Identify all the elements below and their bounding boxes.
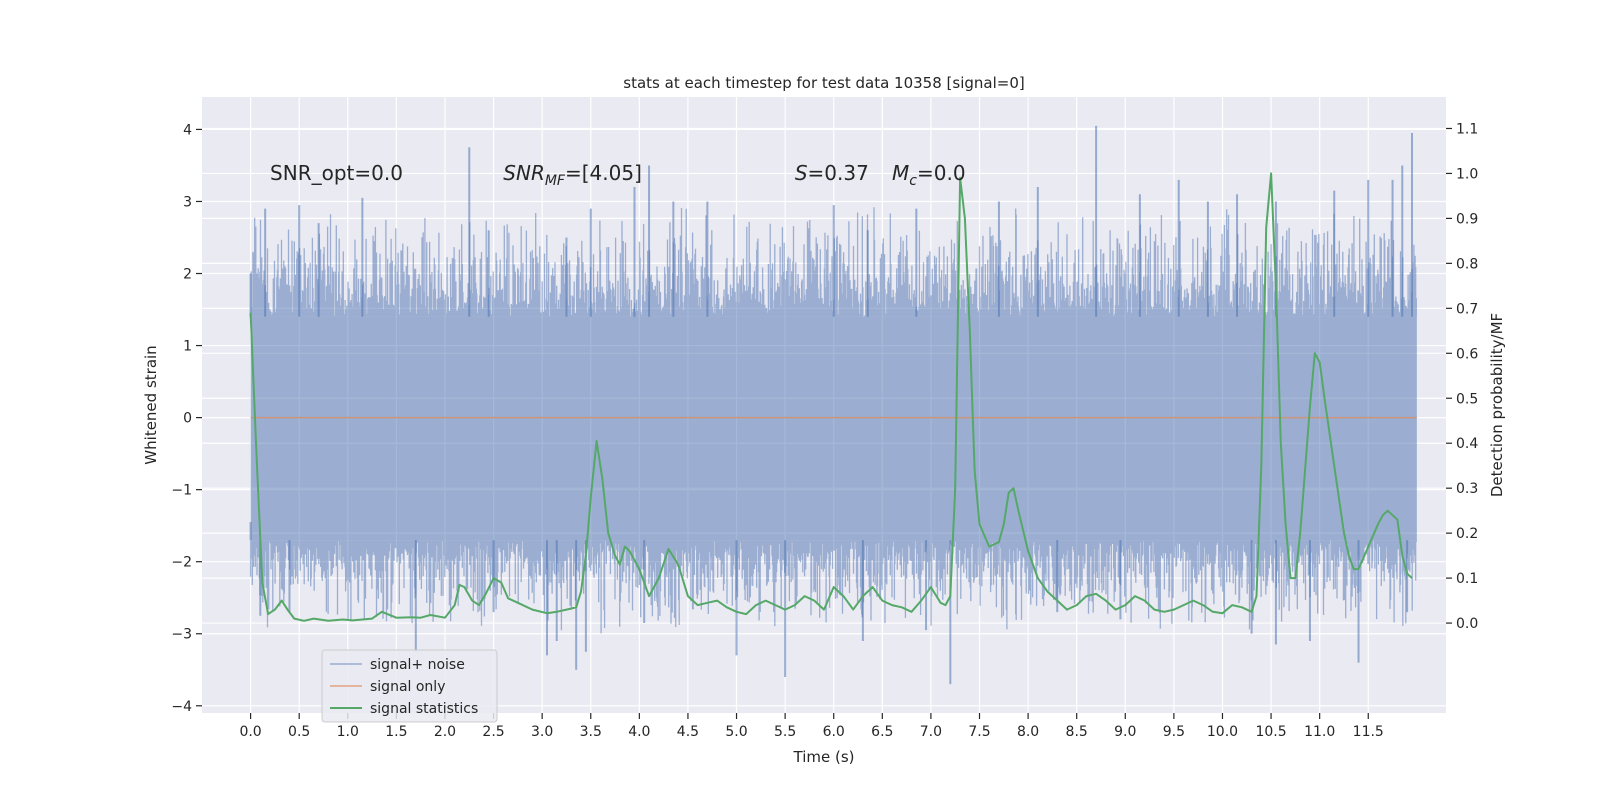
x-tick-label-15: 7.5 (968, 724, 990, 740)
y-tick-label-right-8: 0.8 (1456, 256, 1478, 272)
x-tick-label-22: 11.0 (1304, 724, 1335, 740)
y-tick-label-right-11: 1.1 (1456, 121, 1478, 137)
y-tick-label-right-1: 0.1 (1456, 571, 1478, 587)
y-tick-label-left-0: −4 (171, 699, 192, 715)
x-tick-label-7: 3.5 (580, 724, 602, 740)
x-tick-label-6: 3.0 (531, 724, 553, 740)
x-tick-label-17: 8.5 (1066, 724, 1088, 740)
y-tick-label-left-1: −3 (171, 627, 192, 643)
annotations: SNR_opt=0.0 SNRMF=[4.05] S=0.37 Mc=0.0 (270, 161, 966, 189)
x-tick-label-13: 6.5 (871, 724, 893, 740)
y-tick-label-left-4: 0 (183, 411, 192, 427)
x-tick-label-1: 0.5 (288, 724, 310, 740)
y-tick-label-right-3: 0.3 (1456, 481, 1478, 497)
y-axis-label-right: Detection probability/MF (1488, 313, 1506, 497)
x-tick-label-0: 0.0 (239, 724, 261, 740)
x-tick-label-9: 4.5 (677, 724, 699, 740)
y-tick-label-right-0: 0.0 (1456, 616, 1478, 632)
y-tick-label-left-8: 4 (183, 122, 192, 138)
signal-statistics-line (249, 172, 1413, 622)
noise-core-band (250, 316, 1417, 541)
x-tick-label-5: 2.5 (482, 724, 504, 740)
x-axis: 0.0 0.5 1.0 1.5 2.0 2.5 3.0 3.5 4.0 4.5 5.0 5.5 6.0 6… (239, 713, 1384, 740)
y-tick-label-left-7: 3 (183, 194, 192, 210)
x-tick-label-11: 5.5 (774, 724, 796, 740)
x-tick-label-3: 1.5 (385, 724, 407, 740)
y-tick-label-right-10: 1.0 (1456, 166, 1478, 182)
signal-noise-series (249, 125, 1417, 685)
legend-label-signal-noise: signal+ noise (370, 657, 465, 673)
legend-label-signal-statistics: signal statistics (370, 701, 478, 717)
x-tick-label-12: 6.0 (823, 724, 845, 740)
annotation-1: SNRMF=[4.05] (503, 161, 642, 189)
x-tick-label-23: 11.5 (1353, 724, 1384, 740)
annotation-3: Mc=0.0 (892, 161, 966, 189)
chart-title: stats at each timestep for test data 103… (623, 74, 1024, 92)
y-tick-label-left-3: −1 (171, 483, 192, 499)
y-tick-label-right-6: 0.6 (1456, 346, 1478, 362)
x-tick-label-18: 9.0 (1114, 724, 1136, 740)
x-axis-label: Time (s) (793, 748, 855, 766)
y-tick-label-right-4: 0.4 (1456, 436, 1478, 452)
y-tick-label-right-9: 0.9 (1456, 211, 1478, 227)
y-tick-label-left-2: −2 (171, 555, 192, 571)
legend: signal+ noise signal only signal statist… (321, 649, 498, 723)
y-tick-label-left-5: 1 (183, 339, 192, 355)
x-tick-label-21: 10.5 (1255, 724, 1286, 740)
x-tick-label-10: 5.0 (725, 724, 747, 740)
y-axis-right: 0.0 0.1 0.2 0.3 0.4 0.5 0.6 0.7 0.8 0.9 1.0 1.1 (1446, 121, 1478, 632)
x-tick-label-4: 2.0 (434, 724, 456, 740)
x-tick-label-14: 7.0 (920, 724, 942, 740)
x-tick-label-8: 4.0 (628, 724, 650, 740)
y-tick-label-right-7: 0.7 (1456, 301, 1478, 317)
x-tick-label-16: 8.0 (1017, 724, 1039, 740)
legend-label-signal-only: signal only (370, 679, 445, 695)
y-axis-left: −4 −3 −2 −1 0 1 2 3 4 (171, 122, 202, 715)
signal-statistics-series (249, 172, 1413, 622)
y-tick-label-right-2: 0.2 (1456, 526, 1478, 542)
annotation-0: SNR_opt=0.0 (270, 161, 403, 185)
x-tick-label-2: 1.0 (337, 724, 359, 740)
x-tick-label-20: 10.0 (1207, 724, 1238, 740)
y-axis-label-left: Whitened strain (142, 345, 160, 464)
y-tick-label-right-5: 0.5 (1456, 391, 1478, 407)
annotation-2: S=0.37 (795, 161, 869, 185)
y-tick-label-left-6: 2 (183, 267, 192, 283)
legend-box (321, 649, 498, 723)
x-tick-label-19: 9.5 (1163, 724, 1185, 740)
